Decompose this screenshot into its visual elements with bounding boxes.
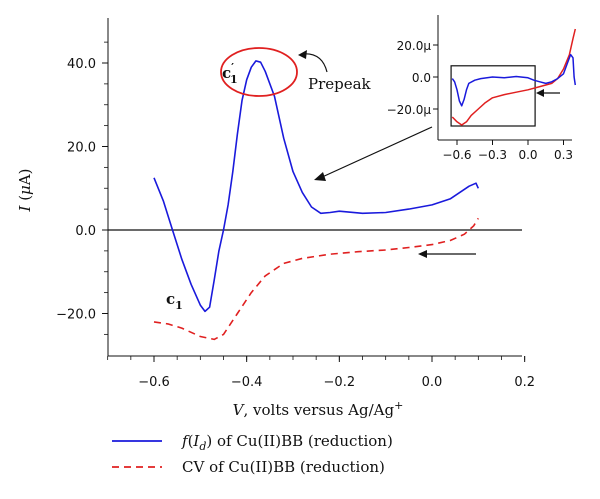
series-line-cv: [153, 217, 479, 341]
inset-x-tick-label: −0.6: [442, 148, 471, 162]
inset-chart: −0.6 −0.3 0.0 0.3 20.0μ 0.0 −20.0μ: [387, 15, 577, 162]
inset-y-tick-label: −20.0μ: [387, 103, 432, 117]
y-tick-label: −20.0: [56, 308, 96, 323]
c1-prime-label: c′ 1: [222, 61, 238, 86]
main-ticks: [102, 41, 526, 362]
legend: f(Id) of Cu(II)BB (reduction) CV of Cu(I…: [112, 432, 393, 476]
inset-x-tick-label: 0.3: [554, 148, 573, 162]
x-tick-label: 0.0: [422, 375, 443, 390]
main-tick-labels: −0.6 −0.4 −0.2 0.0 0.2 40.0 20.0 0.0 −20.0: [56, 57, 535, 390]
prepeak-highlight-circle: [220, 47, 298, 97]
y-tick-label: 40.0: [67, 57, 96, 72]
legend-label-fid: f(Id) of Cu(II)BB (reduction): [181, 432, 393, 453]
main-series: [153, 60, 480, 341]
legend-label-cv: CV of Cu(II)BB (reduction): [182, 458, 385, 476]
inset-series: [451, 28, 577, 126]
annotations: c′ 1 c1 Prepeak: [166, 47, 476, 312]
x-axis-title: V, volts versus Ag/Ag+: [233, 399, 404, 419]
inset-tick-labels: −0.6 −0.3 0.0 0.3 20.0μ 0.0 −20.0μ: [387, 39, 573, 162]
prepeak-label: Prepeak: [308, 75, 372, 93]
inset-arrowhead: [536, 89, 544, 97]
inset-ticks: [433, 44, 564, 145]
inset-y-tick-label: 0.0: [412, 71, 431, 85]
inset-line-cv: [451, 28, 577, 126]
y-tick-label: 20.0: [67, 141, 96, 156]
inset-y-tick-label: 20.0μ: [397, 39, 432, 53]
inset-pointer-arrowhead: [314, 172, 326, 181]
series-line-fid: [153, 60, 480, 313]
x-tick-label: −0.4: [231, 375, 263, 390]
inset-x-tick-label: 0.0: [518, 148, 537, 162]
inset-pointer-arrow: [319, 126, 433, 179]
x-tick-label: −0.2: [324, 375, 356, 390]
c1-label: c1: [166, 290, 183, 312]
x-tick-label: 0.2: [514, 375, 535, 390]
inset-line-fid: [451, 53, 577, 107]
prepeak-arrowhead: [298, 50, 307, 59]
y-tick-label: 0.0: [75, 224, 96, 239]
sweep-direction-arrowhead: [418, 250, 427, 258]
y-axis-title: I (μA): [16, 169, 34, 213]
x-tick-label: −0.6: [138, 375, 170, 390]
inset-zoom-box: [450, 65, 536, 127]
inset-x-tick-label: −0.3: [478, 148, 507, 162]
